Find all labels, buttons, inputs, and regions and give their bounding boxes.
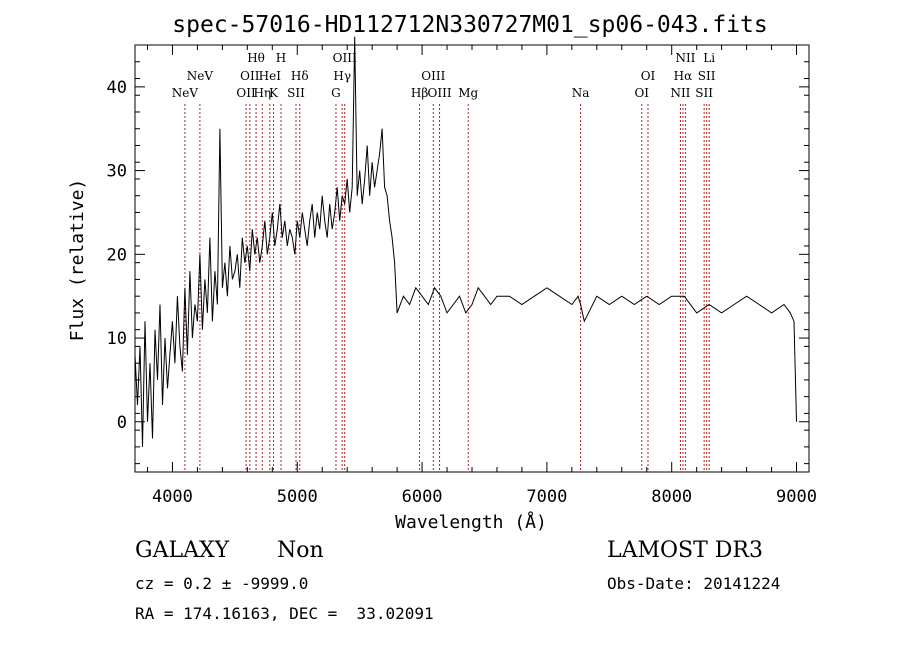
line-marker-label: Hγ bbox=[333, 69, 351, 83]
y-axis-label: Flux (relative) bbox=[67, 179, 88, 342]
y-tick-label: 10 bbox=[107, 329, 127, 349]
x-tick-label: 6000 bbox=[402, 487, 443, 507]
line-marker-label: HeI bbox=[259, 69, 282, 83]
line-marker-label: OIII bbox=[428, 86, 452, 100]
plot-frame bbox=[134, 44, 810, 473]
obs-date-text: Obs-Date: 20141224 bbox=[607, 574, 781, 593]
x-axis-ticks: 4000 5000 6000 7000 8000 9000 bbox=[146, 45, 817, 507]
y-tick-label: 20 bbox=[107, 245, 127, 265]
line-marker-label: Hα bbox=[674, 69, 693, 83]
line-marker-label: H bbox=[276, 51, 286, 65]
line-marker-label: Li bbox=[703, 51, 715, 65]
line-marker-label: Na bbox=[572, 86, 590, 100]
line-marker-labels: NeVNeVOIIOIIHθHηHeIKHSIIHδGHγOIIIHβOIIIO… bbox=[172, 51, 716, 100]
object-class: GALAXY bbox=[135, 538, 230, 563]
line-marker-label: OI bbox=[634, 86, 649, 100]
line-marker-label: SII bbox=[287, 86, 305, 100]
chart-title: spec-57016-HD112712N330727M01_sp06-043.f… bbox=[172, 12, 767, 38]
line-marker-label: Hη bbox=[253, 86, 271, 100]
line-marker-label: SII bbox=[698, 69, 716, 83]
line-marker-label: Hδ bbox=[291, 69, 309, 83]
object-subclass: Non bbox=[277, 538, 324, 563]
redshift-text: cz = 0.2 ± -9999.0 bbox=[135, 574, 309, 593]
line-marker-label: SII bbox=[695, 86, 713, 100]
x-tick-label: 9000 bbox=[776, 487, 817, 507]
y-axis-ticks: 0 10 20 30 40 bbox=[107, 44, 809, 465]
x-tick-label: 4000 bbox=[152, 487, 193, 507]
survey-name: LAMOST DR3 bbox=[607, 538, 763, 563]
y-tick-label: 30 bbox=[107, 162, 127, 182]
line-marker-label: OI bbox=[641, 69, 656, 83]
line-marker-label: OII bbox=[236, 86, 256, 100]
line-marker-label: Mg bbox=[458, 86, 478, 100]
y-tick-label: 40 bbox=[107, 78, 127, 98]
line-marker-label: G bbox=[331, 86, 341, 100]
line-marker-label: OII bbox=[240, 69, 260, 83]
line-marker-label: NeV bbox=[172, 86, 199, 100]
line-marker-label: NII bbox=[670, 86, 690, 100]
line-marker-label: NeV bbox=[187, 69, 214, 83]
line-marker-label: K bbox=[269, 86, 279, 100]
spectrum-line bbox=[134, 36, 797, 447]
x-tick-label: 7000 bbox=[526, 487, 567, 507]
line-marker-label: Hθ bbox=[247, 51, 265, 65]
line-marker-label: NII bbox=[675, 51, 695, 65]
x-axis-label: Wavelength (Å) bbox=[395, 511, 547, 533]
y-tick-label: 0 bbox=[117, 413, 127, 433]
line-marker-label: Hβ bbox=[411, 86, 428, 100]
x-tick-label: 8000 bbox=[651, 487, 692, 507]
line-marker-label: OIII bbox=[333, 51, 357, 65]
line-marker-label: OIII bbox=[421, 69, 445, 83]
x-tick-label: 5000 bbox=[277, 487, 318, 507]
line-markers bbox=[184, 104, 710, 472]
coordinates-text: RA = 174.16163, DEC = 33.02091 bbox=[135, 604, 434, 623]
